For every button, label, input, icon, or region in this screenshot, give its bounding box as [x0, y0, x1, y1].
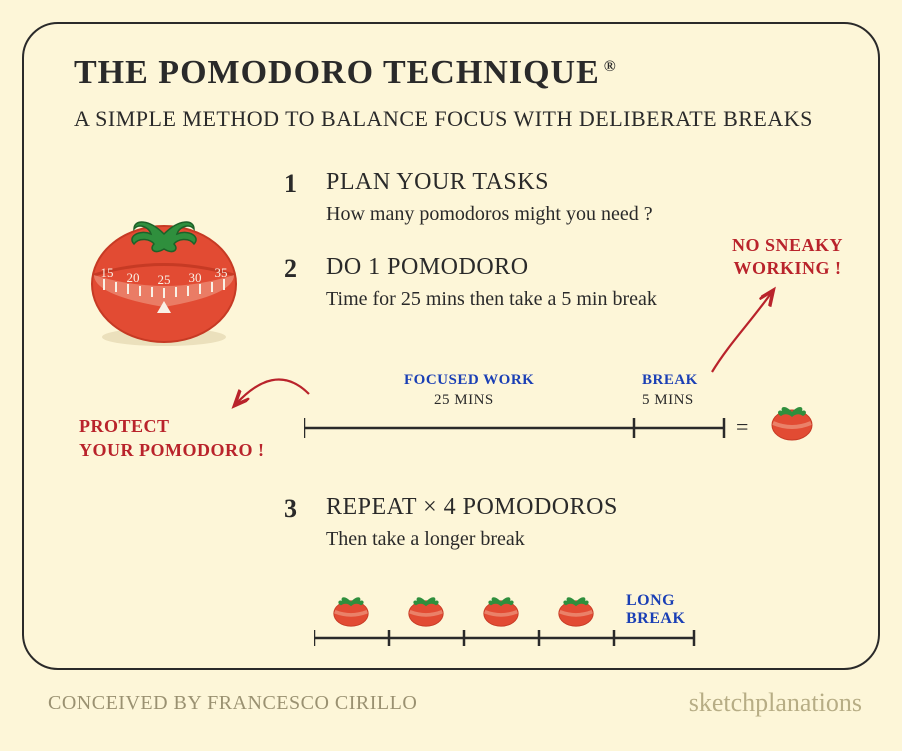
title-text: THE POMODORO TECHNIQUE: [74, 54, 600, 91]
step-subtitle: Then take a longer break: [326, 528, 784, 551]
tomato-mini-icon: [404, 590, 448, 633]
repeat-timeline: LONG BREAK: [314, 594, 714, 664]
long-break-label: LONG BREAK: [626, 592, 685, 627]
annotation-protect: PROTECT YOUR POMODORO !: [79, 414, 264, 463]
step-2: 2 DO 1 POMODORO Time for 25 mins then ta…: [284, 254, 724, 311]
tomato-mini-icon: [554, 590, 598, 633]
dial-num: 15: [101, 265, 114, 280]
break-time: 5 MINS: [642, 392, 694, 409]
equals-sign: =: [736, 414, 748, 440]
dial-num: 20: [127, 270, 140, 285]
pomodoro-timeline: FOCUSED WORK 25 MINS BREAK 5 MINS =: [304, 394, 764, 464]
dial-num: 35: [215, 265, 228, 280]
focus-time: 25 MINS: [434, 392, 494, 409]
step-number: 1: [284, 169, 326, 199]
step-1: 1 PLAN YOUR TASKS How many pomodoros mig…: [284, 169, 724, 226]
dial-num: 30: [189, 270, 202, 285]
step-number: 2: [284, 254, 326, 284]
tomato-mini-icon: [479, 590, 523, 633]
step-3: 3 REPEAT × 4 POMODOROS Then take a longe…: [284, 494, 784, 551]
step-title: REPEAT × 4 POMODOROS: [326, 494, 618, 521]
steps-list: 1 PLAN YOUR TASKS How many pomodoros mig…: [284, 169, 724, 339]
footer-credit: CONCEIVED BY FRANCESCO CIRILLO: [48, 692, 417, 715]
step-subtitle: How many pomodoros might you need ?: [326, 203, 724, 226]
card-frame: THE POMODORO TECHNIQUE® A SIMPLE METHOD …: [22, 22, 880, 670]
footer-brand: sketchplanations: [689, 688, 862, 718]
step-title: DO 1 POMODORO: [326, 254, 529, 281]
page-subtitle: A SIMPLE METHOD TO BALANCE FOCUS WITH DE…: [74, 106, 838, 132]
dial-num: 25: [158, 272, 171, 287]
tomato-timer-icon: 15 20 25 30 35: [79, 189, 249, 354]
registered-mark: ®: [604, 58, 617, 75]
page-title: THE POMODORO TECHNIQUE®: [74, 54, 838, 92]
step-number: 3: [284, 494, 326, 524]
annotation-nosneaky: NO SNEAKY WORKING !: [732, 234, 843, 281]
step-subtitle: Time for 25 mins then take a 5 min break: [326, 288, 724, 311]
tomato-small-icon: [769, 399, 815, 446]
step-title: PLAN YOUR TASKS: [326, 169, 549, 196]
tomato-mini-icon: [329, 590, 373, 633]
focus-label: FOCUSED WORK: [404, 372, 534, 389]
break-label: BREAK: [642, 372, 698, 389]
